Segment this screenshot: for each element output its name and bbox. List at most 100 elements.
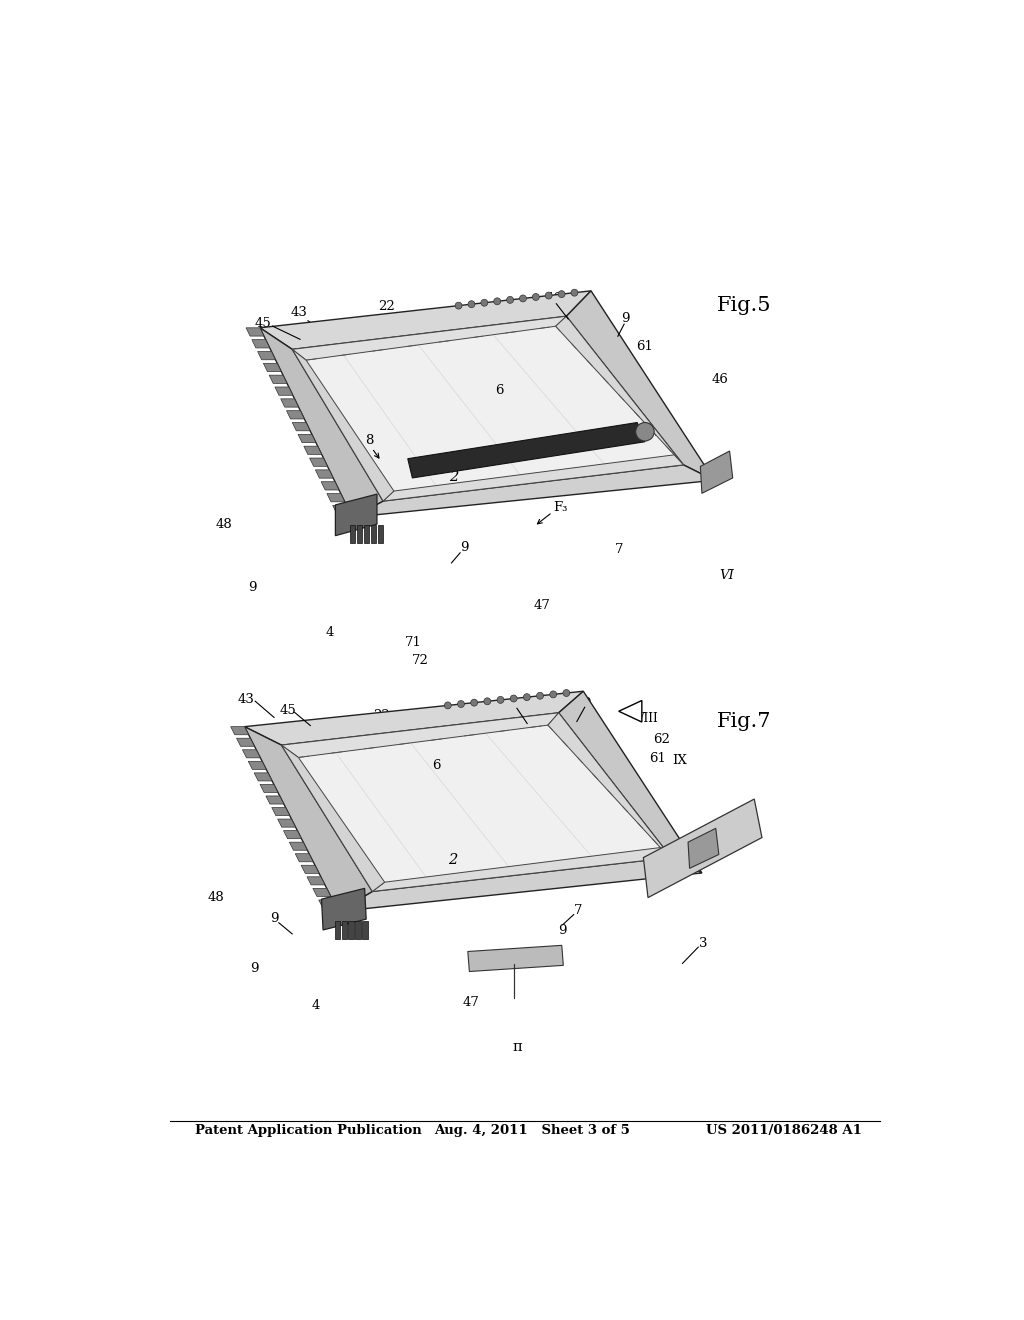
Polygon shape: [688, 829, 719, 869]
Text: π: π: [512, 1040, 521, 1053]
Text: F₃: F₃: [553, 500, 567, 513]
Polygon shape: [284, 830, 301, 838]
Circle shape: [532, 293, 540, 301]
Text: 61: 61: [649, 751, 666, 764]
Text: 62: 62: [646, 426, 664, 440]
Polygon shape: [566, 290, 714, 480]
Polygon shape: [282, 744, 385, 891]
Text: 22: 22: [379, 300, 395, 313]
Text: 6: 6: [496, 384, 504, 396]
Polygon shape: [371, 525, 376, 544]
Text: Fig.7: Fig.7: [717, 711, 771, 731]
Text: 46: 46: [546, 292, 562, 305]
Polygon shape: [339, 858, 701, 911]
Polygon shape: [254, 774, 272, 781]
Circle shape: [468, 301, 475, 308]
Polygon shape: [333, 506, 350, 513]
Circle shape: [523, 694, 530, 701]
Polygon shape: [271, 808, 290, 816]
Polygon shape: [292, 317, 566, 360]
Polygon shape: [313, 888, 331, 896]
Polygon shape: [260, 290, 591, 350]
Polygon shape: [350, 525, 355, 544]
Text: 44: 44: [309, 341, 326, 352]
Text: IX: IX: [672, 754, 687, 767]
Circle shape: [563, 689, 569, 697]
Polygon shape: [548, 713, 671, 858]
Text: Fig.5: Fig.5: [717, 296, 771, 315]
Text: 2: 2: [447, 853, 457, 867]
Text: 7: 7: [614, 544, 623, 556]
Text: US 2011/0186248 A1: US 2011/0186248 A1: [707, 1125, 862, 1137]
Polygon shape: [304, 446, 322, 454]
Text: 45: 45: [280, 704, 297, 717]
Polygon shape: [309, 458, 328, 466]
Polygon shape: [301, 866, 319, 874]
Polygon shape: [643, 799, 762, 898]
Text: 6: 6: [432, 759, 440, 772]
Text: 72: 72: [413, 653, 429, 667]
Polygon shape: [252, 339, 269, 348]
Circle shape: [455, 302, 462, 309]
Polygon shape: [287, 411, 304, 418]
Polygon shape: [266, 796, 284, 804]
Polygon shape: [292, 350, 394, 502]
Text: 62: 62: [652, 734, 670, 746]
Text: 9: 9: [248, 581, 256, 594]
Polygon shape: [292, 422, 310, 430]
Circle shape: [494, 298, 501, 305]
Polygon shape: [357, 525, 362, 544]
Polygon shape: [618, 701, 642, 722]
Text: VI: VI: [719, 569, 734, 582]
Polygon shape: [408, 422, 645, 478]
Polygon shape: [322, 888, 367, 929]
Polygon shape: [348, 921, 354, 940]
Circle shape: [537, 692, 544, 700]
Polygon shape: [295, 854, 313, 862]
Circle shape: [481, 300, 487, 306]
Polygon shape: [306, 326, 674, 491]
Polygon shape: [322, 482, 339, 490]
Text: 47: 47: [463, 995, 479, 1008]
Text: 71: 71: [404, 636, 421, 648]
Polygon shape: [278, 818, 296, 828]
Text: Aug. 4, 2011   Sheet 3 of 5: Aug. 4, 2011 Sheet 3 of 5: [434, 1125, 630, 1137]
Polygon shape: [237, 738, 255, 746]
Text: 46: 46: [505, 698, 522, 710]
Text: 9: 9: [270, 912, 280, 925]
Text: 4: 4: [326, 626, 334, 639]
Circle shape: [471, 700, 477, 706]
Text: 7: 7: [573, 904, 582, 917]
Circle shape: [636, 422, 654, 441]
Circle shape: [519, 294, 526, 302]
Polygon shape: [298, 434, 316, 442]
Polygon shape: [342, 921, 347, 940]
Polygon shape: [315, 470, 333, 478]
Circle shape: [484, 698, 490, 705]
Text: 46: 46: [712, 374, 729, 387]
Polygon shape: [274, 387, 293, 395]
Polygon shape: [336, 494, 377, 536]
Text: 4: 4: [311, 998, 321, 1011]
Polygon shape: [260, 327, 383, 517]
Text: 2: 2: [450, 470, 459, 483]
Polygon shape: [245, 692, 584, 744]
Circle shape: [458, 701, 465, 708]
Polygon shape: [269, 375, 287, 383]
Polygon shape: [468, 945, 563, 972]
Polygon shape: [248, 762, 266, 770]
Circle shape: [510, 696, 517, 702]
Polygon shape: [260, 784, 278, 792]
Polygon shape: [243, 750, 260, 758]
Circle shape: [550, 690, 557, 698]
Polygon shape: [281, 399, 299, 407]
Circle shape: [507, 297, 514, 304]
Text: 9: 9: [558, 924, 567, 937]
Text: 43: 43: [238, 693, 255, 706]
Polygon shape: [282, 713, 559, 758]
Polygon shape: [258, 351, 275, 360]
Polygon shape: [556, 317, 683, 465]
Polygon shape: [355, 921, 360, 940]
Text: 43: 43: [290, 306, 307, 319]
Polygon shape: [378, 525, 383, 544]
